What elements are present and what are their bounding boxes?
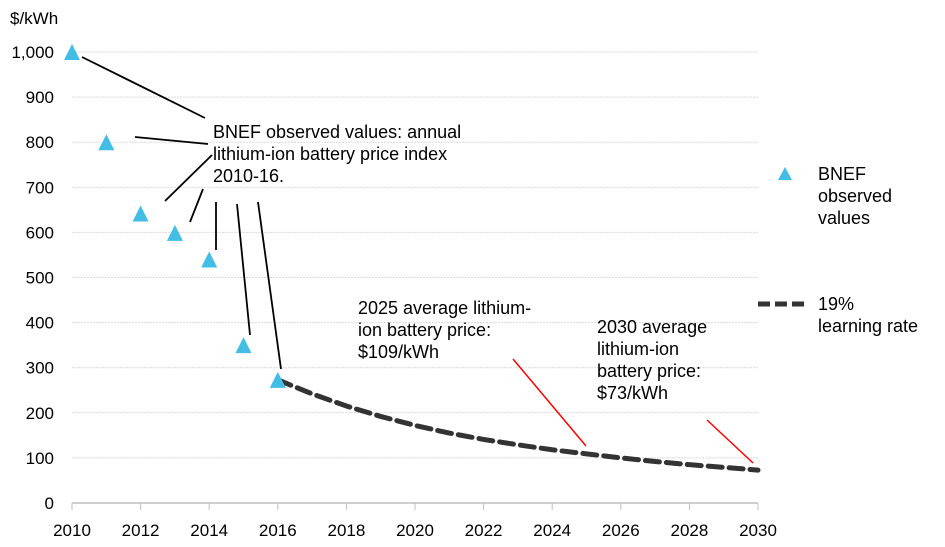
legend-label-observed: observed [818, 186, 892, 206]
legend-label-learning-rate: learning rate [818, 316, 918, 336]
highlight-leader-line [706, 419, 754, 464]
y-tick-label: 500 [26, 269, 54, 288]
y-tick-label: 100 [26, 449, 54, 468]
leader-line [189, 188, 204, 223]
learning-rate-series [275, 377, 761, 473]
annotation-2030-line: lithium-ion [597, 339, 679, 359]
x-tick-label: 2022 [465, 521, 503, 540]
x-tick-label: 2012 [122, 521, 160, 540]
learning-rate-line [275, 377, 761, 473]
x-tick-label: 2014 [190, 521, 228, 540]
observed-point [201, 251, 218, 268]
x-tick-label: 2026 [602, 521, 640, 540]
y-tick-label: 1,000 [11, 43, 54, 62]
y-tick-label: 800 [26, 133, 54, 152]
x-axis-ticks: 2010 2012 2014 2016 2018 2020 2022 2024 2026 2028… [53, 503, 777, 540]
y-tick-label: 0 [45, 494, 54, 513]
annotation-2030-line: battery price: [597, 361, 701, 381]
observed-point [132, 205, 149, 222]
observed-point [64, 44, 80, 60]
observed-annotation-line: 2010-16. [213, 166, 284, 186]
leader-line [164, 154, 213, 202]
leader-line [257, 201, 282, 370]
x-tick-label: 2016 [259, 521, 297, 540]
legend-label-observed: BNEF [818, 164, 866, 184]
observed-annotation-line: BNEF observed values: annual [213, 122, 461, 142]
observed-series [64, 44, 286, 388]
annotations: BNEF observed values: annuallithium-ion … [213, 122, 707, 403]
legend-triangle-icon [778, 167, 792, 180]
gridlines [72, 51, 758, 459]
x-tick-label: 2020 [396, 521, 434, 540]
x-tick-label: 2030 [739, 521, 777, 540]
annotation-2025-price: $109/kWh [358, 342, 439, 362]
y-axis-label: $/kWh [10, 9, 58, 28]
highlight-leader-line [512, 358, 587, 447]
annotation-2025-line: 2025 average lithium- [358, 298, 531, 318]
observed-point [98, 134, 115, 151]
x-tick-label: 2010 [53, 521, 91, 540]
legend-label-learning-rate: 19% [818, 294, 854, 314]
annotation-2030-price: $73/kWh [597, 383, 668, 403]
y-tick-label: 300 [26, 359, 54, 378]
y-tick-label: 900 [26, 88, 54, 107]
leader-line [236, 203, 251, 336]
y-axis-ticks: 0 100 200 300 400 500 600 700 800 900 1,000 [11, 43, 54, 513]
annotation-leader-lines [81, 56, 754, 464]
observed-point [269, 371, 286, 388]
observed-point [166, 224, 183, 241]
leader-line [134, 136, 209, 145]
y-tick-label: 400 [26, 314, 54, 333]
annotation-2030-line: 2030 average [597, 317, 707, 337]
x-tick-label: 2024 [533, 521, 571, 540]
y-tick-label: 600 [26, 223, 54, 242]
x-tick-label: 2028 [670, 521, 708, 540]
annotation-2025-line: ion battery price: [358, 320, 491, 340]
observed-point [235, 337, 252, 354]
x-tick-label: 2018 [327, 521, 365, 540]
y-tick-label: 700 [26, 178, 54, 197]
observed-annotation-line: lithium-ion battery price index [213, 144, 447, 164]
leader-line [81, 56, 206, 119]
y-tick-label: 200 [26, 404, 54, 423]
legend-label-observed: values [818, 208, 870, 228]
